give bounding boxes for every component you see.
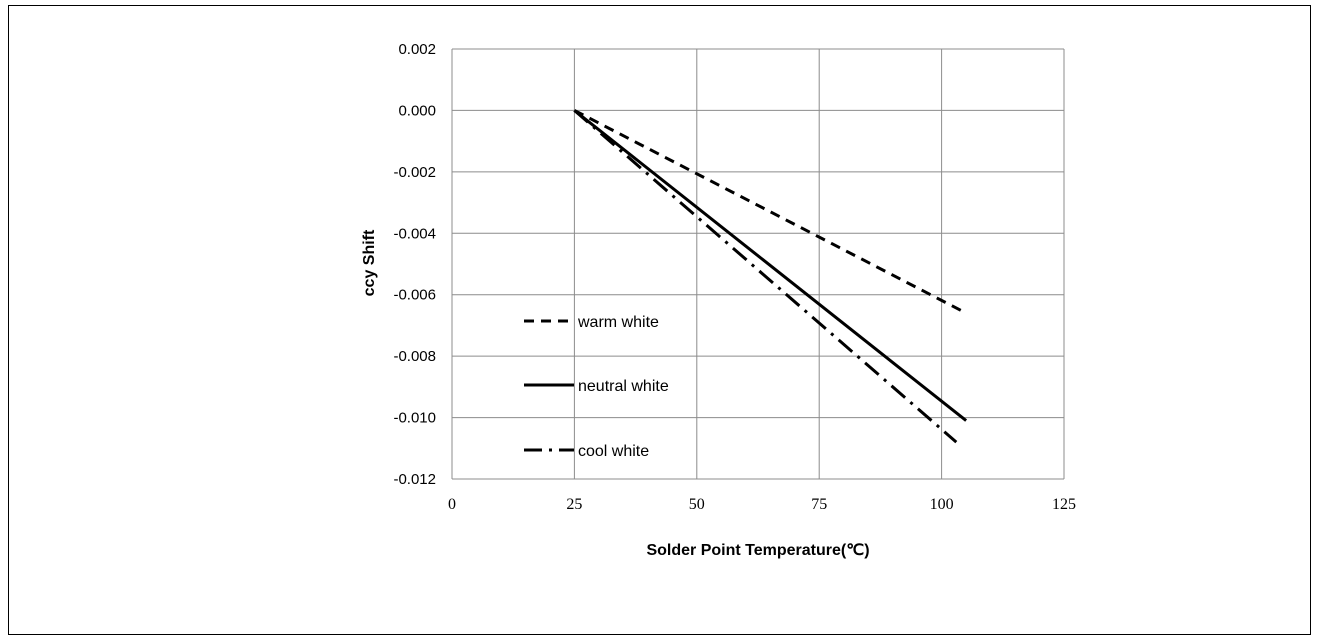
series-line-neutral-white: [573, 109, 968, 422]
y-tick-label: -0.006: [393, 287, 436, 304]
x-tick-label: 0: [448, 496, 456, 513]
x-tick-label: 100: [930, 496, 954, 513]
y-tick-label: -0.008: [393, 348, 436, 365]
x-tick-labels: 0 25 50 75 100 125: [448, 496, 1076, 513]
series-line-warm-white: [573, 109, 967, 315]
series-lines: [573, 109, 968, 444]
y-axis-label: ccy Shift: [361, 229, 378, 296]
x-tick-label: 50: [689, 496, 705, 513]
legend-label-cool-white: cool white: [578, 443, 649, 460]
x-tick-label: 125: [1052, 496, 1076, 513]
series-line-cool-white: [573, 109, 958, 444]
legend-label-neutral-white: neutral white: [578, 378, 669, 395]
y-tick-label: 0.002: [398, 41, 436, 58]
legend-label-warm-white: warm white: [577, 314, 659, 331]
x-tick-label: 25: [566, 496, 582, 513]
x-axis-label: Solder Point Temperature(℃): [646, 542, 869, 559]
legend: warm white neutral white cool white: [524, 314, 669, 460]
x-tick-label: 75: [811, 496, 827, 513]
y-tick-label: -0.002: [393, 164, 436, 181]
y-tick-label: -0.012: [393, 471, 436, 488]
grid: [451, 48, 1065, 480]
y-tick-label: 0.000: [398, 102, 436, 119]
y-tick-labels: 0.002 0.000 -0.002 -0.004 -0.006 -0.008 -0.010…: [393, 41, 436, 488]
y-tick-label: -0.004: [393, 225, 436, 242]
y-tick-label: -0.010: [393, 410, 436, 427]
